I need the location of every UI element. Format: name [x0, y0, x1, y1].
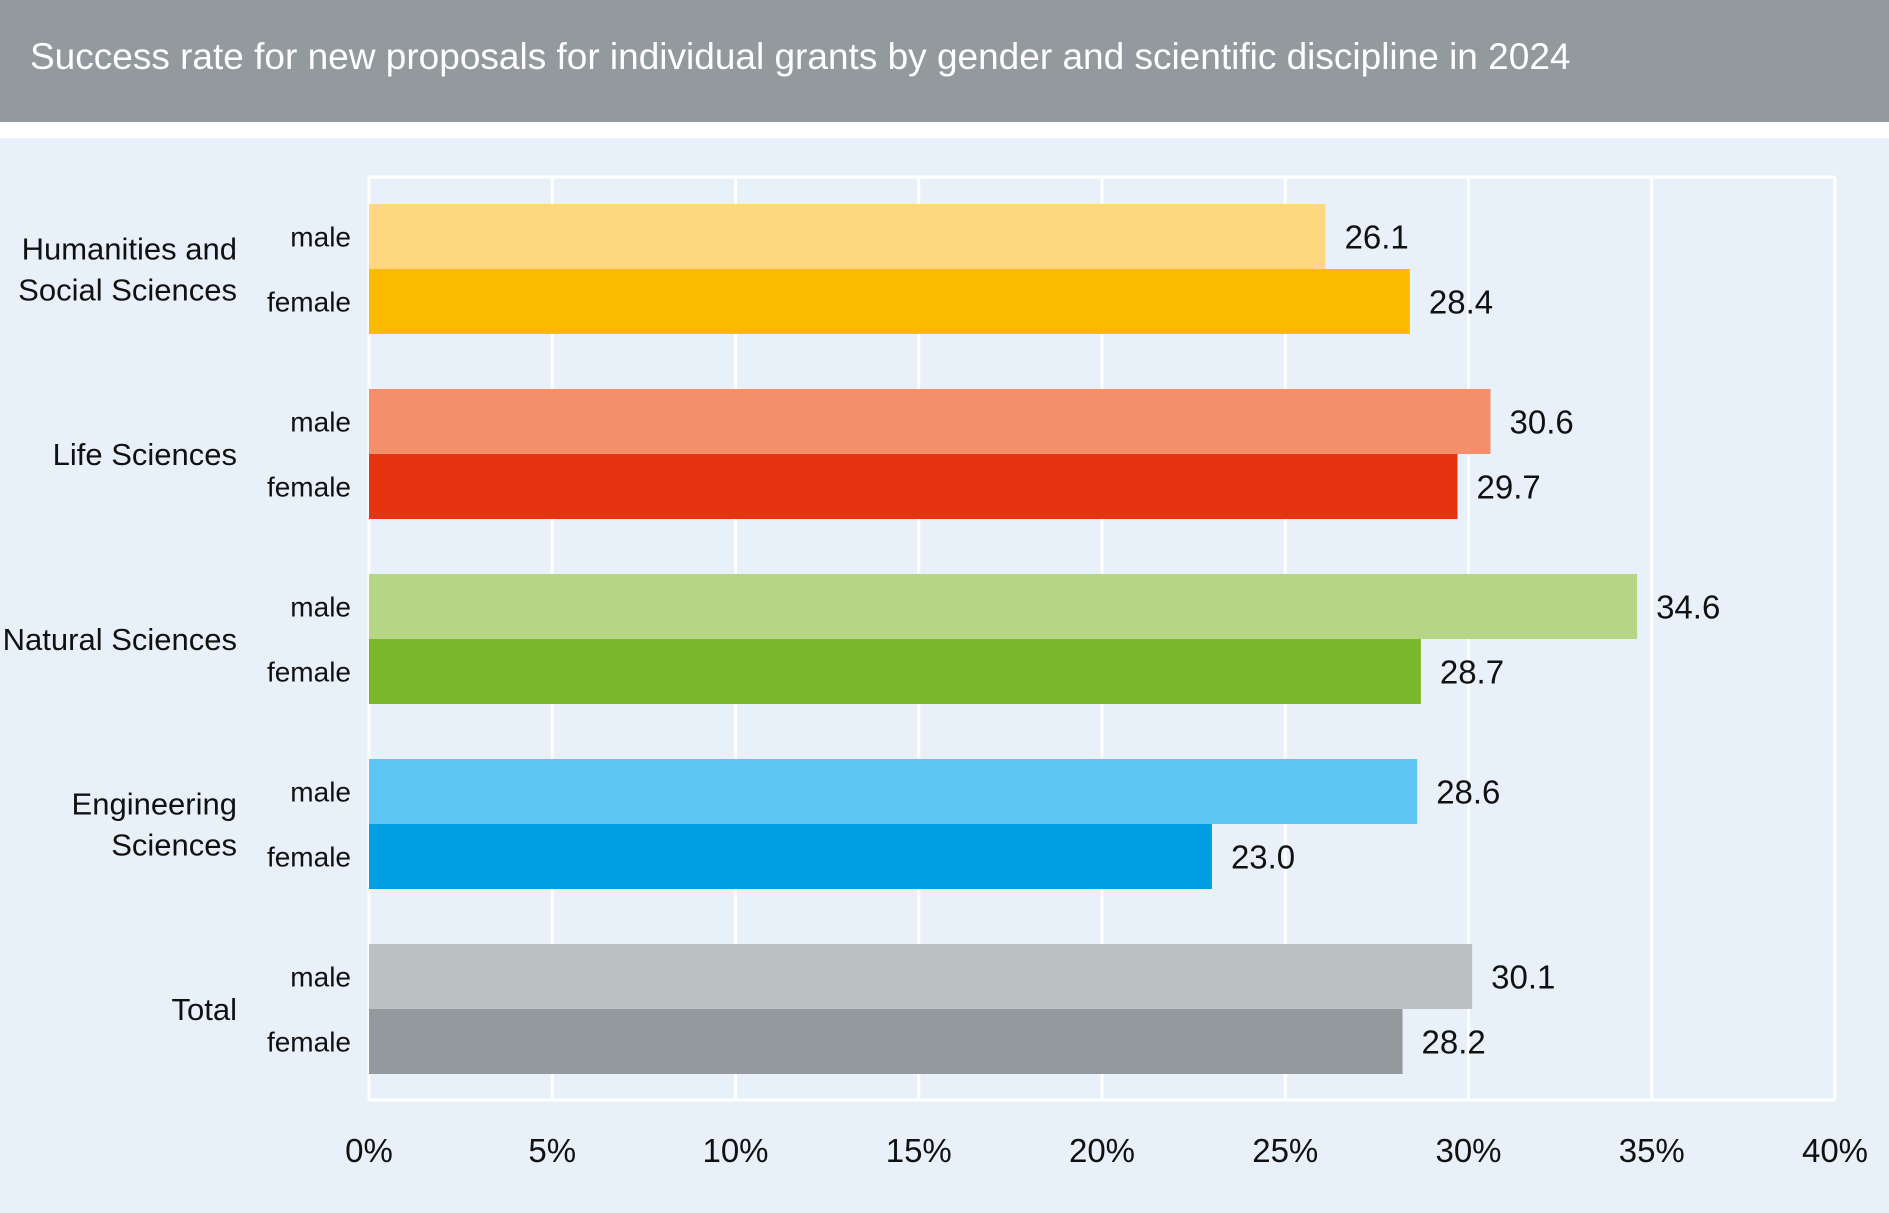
bar-male [369, 389, 1491, 454]
value-label: 23.0 [1231, 839, 1295, 876]
series-label: female [267, 472, 351, 503]
x-tick-label: 25% [1252, 1132, 1318, 1169]
x-tick-label: 40% [1802, 1132, 1868, 1169]
bar-female [369, 454, 1458, 519]
series-label: male [290, 222, 351, 253]
bar-female [369, 1009, 1403, 1074]
value-label: 29.7 [1477, 469, 1541, 506]
category-label: Sciences [111, 828, 237, 863]
x-tick-label: 20% [1069, 1132, 1135, 1169]
value-label: 28.6 [1436, 774, 1500, 811]
category-label: Engineering [72, 787, 237, 822]
category-label: Total [172, 992, 237, 1027]
category-label: Natural Sciences [3, 622, 237, 657]
series-label: male [290, 592, 351, 623]
chart-title: Success rate for new proposals for indiv… [30, 36, 1571, 77]
value-label: 28.7 [1440, 654, 1504, 691]
value-label: 28.4 [1429, 284, 1493, 321]
bar-male [369, 574, 1638, 639]
category-label: Social Sciences [18, 273, 237, 308]
bar-male [369, 759, 1418, 824]
x-tick-label: 10% [702, 1132, 768, 1169]
value-label: 26.1 [1345, 219, 1409, 256]
x-tick-label: 5% [528, 1132, 576, 1169]
value-label: 30.1 [1491, 959, 1555, 996]
x-axis-ticks: 0% 5% 10% 15% 20% 25% 30% 35% 40% [345, 1132, 1868, 1169]
bar-female [369, 639, 1421, 704]
x-tick-label: 15% [886, 1132, 952, 1169]
series-label: male [290, 407, 351, 438]
bar-chart: Humanities and Social Sciences male 26.1 fem… [3, 175, 1868, 1169]
bar-male [369, 204, 1326, 269]
bar-male [369, 944, 1473, 1009]
series-label: male [290, 962, 351, 993]
series-label: male [290, 777, 351, 808]
value-label: 28.2 [1422, 1024, 1486, 1061]
category-label: Life Sciences [53, 437, 237, 472]
value-label: 30.6 [1509, 404, 1573, 441]
series-label: female [267, 842, 351, 873]
value-label: 34.6 [1656, 589, 1720, 626]
series-label: female [267, 287, 351, 318]
chart-panel: Humanities and Social Sciences male 26.1 fem… [0, 138, 1889, 1213]
chart-header: Success rate for new proposals for indiv… [0, 0, 1889, 122]
bar-female [369, 824, 1212, 889]
category-label: Humanities and [22, 232, 237, 267]
series-label: female [267, 657, 351, 688]
series-label: female [267, 1027, 351, 1058]
x-tick-label: 35% [1619, 1132, 1685, 1169]
labels-group: Humanities and Social Sciences male 26.1 fem… [3, 219, 1721, 1061]
x-tick-label: 0% [345, 1132, 393, 1169]
x-tick-label: 30% [1435, 1132, 1501, 1169]
bars-group [369, 204, 1638, 1074]
bar-female [369, 269, 1410, 334]
